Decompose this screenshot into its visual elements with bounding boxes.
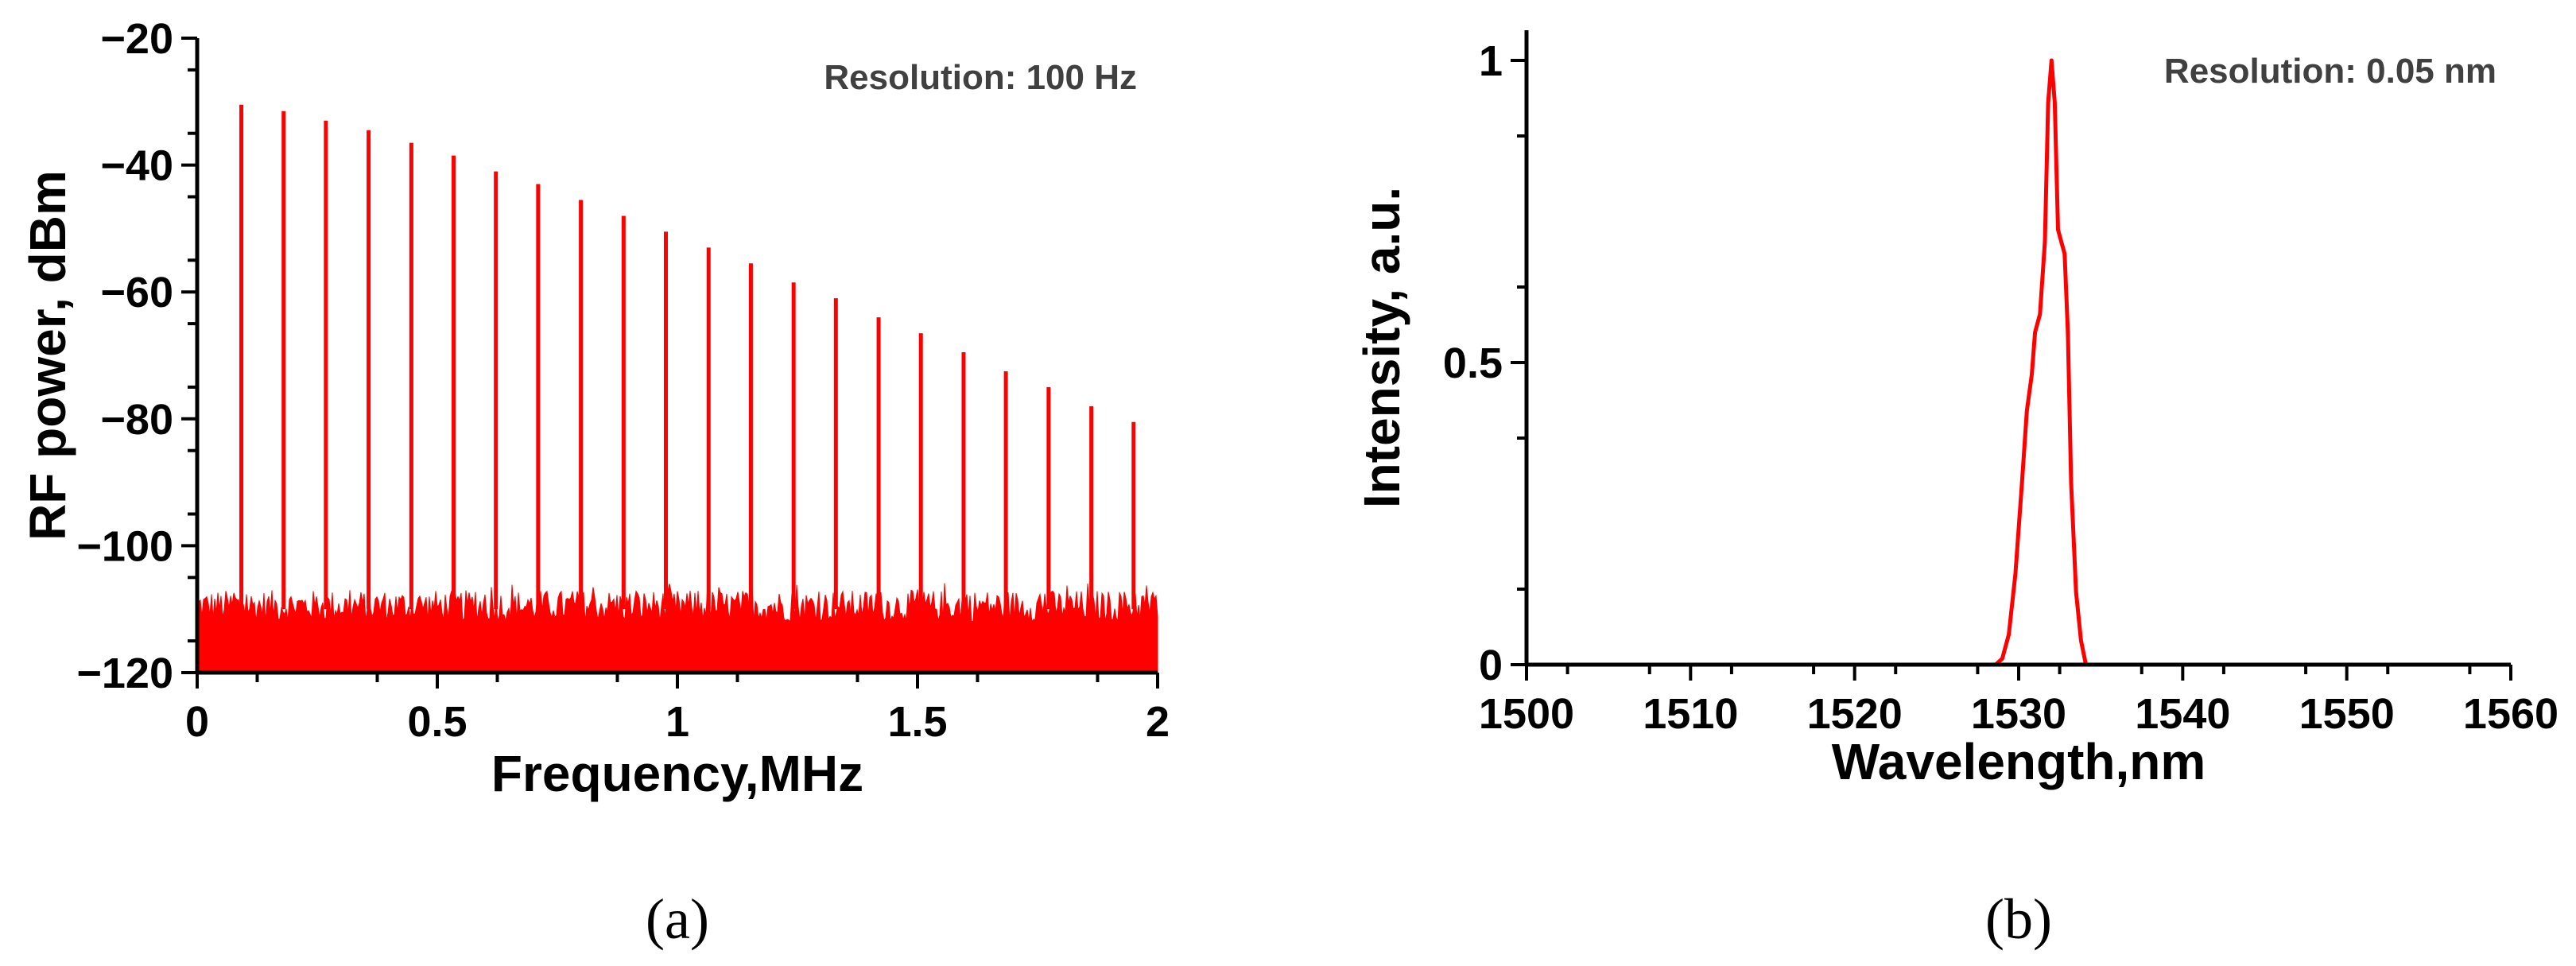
a-y-tick-label: −60 (100, 269, 173, 316)
noise-floor-area (196, 581, 1158, 673)
a-x-tick-label: 1 (665, 698, 689, 746)
resolution-annotation-a: Resolution: 100 Hz (824, 58, 1137, 97)
axes-b: 0 0.5 1 1500 1510 1520 1530 1540 1550 1560 (1443, 30, 2559, 738)
b-x-tick-label: 1510 (1643, 690, 1738, 738)
b-x-tick-label: 1550 (2299, 690, 2395, 738)
series-optical-spectrum (1527, 58, 2511, 667)
a-x-tick-label: 1.5 (887, 698, 947, 746)
y-axis-title-b: Intensity, a.u. (1353, 187, 1410, 508)
b-x-tick-label: 1540 (2135, 690, 2230, 738)
a-y-tick-label: −120 (76, 650, 173, 697)
axes-a: −120 −100 −80 −60 −40 −20 0 0.5 1 1.5 2 (76, 15, 1170, 746)
a-y-tick-label: −40 (100, 142, 173, 190)
a-y-tick-label: −80 (100, 396, 173, 444)
y-axis-title-a: RF power, dBm (19, 170, 76, 541)
a-x-tick-label: 0 (185, 698, 209, 746)
panel-label-b: (b) (1985, 887, 2052, 951)
chart-panel-b: 0 0.5 1 1500 1510 1520 1530 1540 1550 1560 Resolu… (1353, 30, 2559, 951)
noise-floor (196, 581, 1158, 673)
chart-panel-a: −120 −100 −80 −60 −40 −20 0 0.5 1 1.5 2 Resolution… (19, 15, 1170, 951)
b-x-tick-label: 1520 (1807, 690, 1903, 738)
b-x-tick-label: 1530 (1971, 690, 2066, 738)
a-y-tick-label: −20 (100, 15, 173, 63)
a-x-tick-label: 0.5 (407, 698, 467, 746)
b-x-tick-label: 1500 (1479, 690, 1574, 738)
resolution-annotation-b: Resolution: 0.05 nm (2164, 52, 2496, 91)
x-axis-title-b: Wavelength,nm (1832, 733, 2206, 790)
a-y-tick-label: −100 (76, 522, 173, 570)
b-y-tick-label: 0 (1479, 642, 1503, 689)
a-x-tick-label: 2 (1146, 698, 1170, 746)
b-y-tick-label: 1 (1479, 37, 1503, 85)
b-y-tick-label: 0.5 (1443, 339, 1503, 387)
series-rf-harmonics (239, 104, 1136, 610)
x-axis-title-a: Frequency,MHz (491, 745, 863, 802)
panel-label-a: (a) (646, 887, 709, 951)
b-x-tick-label: 1560 (2463, 690, 2559, 738)
optical-spectrum-line (1527, 58, 2511, 667)
